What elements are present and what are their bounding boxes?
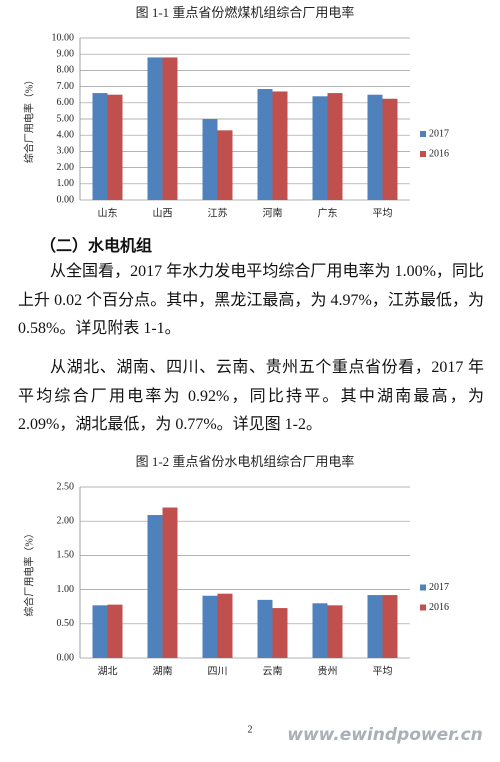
bar [202,595,218,658]
y-tick-label: 5.00 [57,113,75,124]
y-tick-label: 2.00 [57,515,75,526]
y-tick-label: 3.00 [57,146,75,157]
x-tick-label: 河南 [263,206,283,219]
paragraph: 从全国看，2017 年水力发电平均综合厂用电率为 1.00%，同比上升 0.02… [18,263,484,337]
bar [217,130,233,200]
legend-label: 2016 [429,148,449,159]
bar [202,119,218,200]
y-tick-label: 1.00 [57,584,75,595]
x-tick-label: 平均 [373,207,393,219]
bar [162,57,178,200]
legend-swatch [420,131,426,137]
legend-swatch [420,604,426,611]
y-tick-label: 9.00 [57,48,75,59]
y-tick-label: 1.00 [57,178,75,189]
y-tick-label: 0.50 [57,618,75,629]
paragraph: 从湖北、湖南、四川、云南、贵州五个重点省份看，2017 年平均综合厂用电率为 0… [18,359,484,433]
bar [257,89,273,200]
y-axis-label: 综合厂用电率（%） [22,528,35,616]
x-tick-label: 广东 [318,206,338,219]
bar [217,593,233,658]
bar [327,605,343,658]
bar [92,605,108,658]
y-tick-label: 8.00 [57,65,75,76]
bar [147,515,163,658]
bar [147,57,163,200]
x-tick-label: 云南 [263,664,283,677]
bar [382,98,398,200]
bar [272,608,288,658]
x-tick-label: 湖北 [98,665,118,677]
section-heading: （二）水电机组 [40,238,153,255]
chart-title: 图 1-1 重点省份燃煤机组综合厂用电率 [136,5,355,20]
bar [327,93,343,200]
y-tick-label: 1.50 [57,550,75,561]
bar [382,595,398,658]
x-tick-label: 江苏 [208,206,228,219]
legend-swatch [420,151,426,157]
legend-swatch [420,584,426,591]
bar [162,507,178,658]
x-tick-label: 四川 [208,666,228,677]
y-tick-label: 2.00 [57,162,75,173]
x-tick-label: 贵州 [318,664,338,677]
bar [367,595,383,658]
x-tick-label: 平均 [373,665,393,677]
y-tick-label: 7.00 [57,81,75,92]
page-number: 2 [248,724,253,735]
bar [92,93,108,200]
bar [272,91,288,200]
y-tick-label: 4.00 [57,129,75,140]
legend-label: 2016 [429,602,449,613]
bar [257,599,273,658]
chart-title: 图 1-2 重点省份水电机组综合厂用电率 [136,454,355,469]
x-tick-label: 湖南 [153,664,173,677]
watermark: www.ewindpower.cn [287,725,483,745]
bar [107,94,123,200]
legend-label: 2017 [429,582,449,593]
legend-label: 2017 [429,128,449,139]
bar [367,94,383,200]
y-tick-label: 0.00 [57,652,75,663]
x-tick-label: 山东 [98,206,118,219]
y-tick-label: 2.50 [57,481,75,492]
y-tick-label: 6.00 [57,97,75,108]
y-axis-label: 综合厂用电率（%） [22,75,35,163]
x-tick-label: 山西 [153,207,173,219]
y-tick-label: 10.00 [52,32,75,43]
bar [312,603,328,658]
bar [107,604,123,658]
bar [312,96,328,200]
y-tick-label: 0.00 [57,194,75,205]
